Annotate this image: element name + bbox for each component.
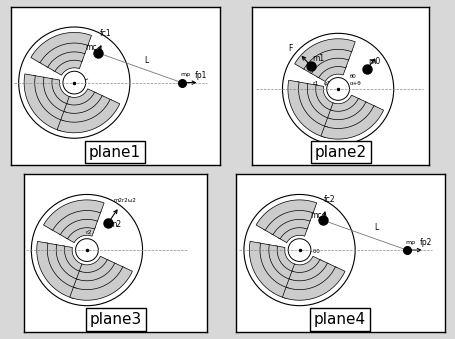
Text: m2r2ω2: m2r2ω2 [113,198,136,203]
Polygon shape [313,85,334,113]
Polygon shape [62,246,83,274]
Polygon shape [60,96,111,124]
Text: r2: r2 [86,230,92,235]
Text: plane4: plane4 [313,312,365,327]
Text: r1: r1 [312,81,318,86]
Polygon shape [285,263,336,292]
Circle shape [282,33,393,144]
Text: fp1: fp1 [194,71,206,80]
Text: R: R [65,74,69,79]
Polygon shape [320,106,383,139]
Polygon shape [296,82,329,129]
Polygon shape [282,267,344,300]
Polygon shape [249,241,288,299]
Polygon shape [310,57,348,78]
Text: m0: m0 [368,57,380,65]
Polygon shape [274,246,295,274]
Polygon shape [38,41,88,67]
Polygon shape [70,267,132,300]
Polygon shape [323,102,375,130]
Text: θ: θ [81,82,84,87]
Polygon shape [316,64,346,82]
Polygon shape [256,200,316,230]
Polygon shape [55,244,81,281]
Polygon shape [24,74,64,131]
Polygon shape [271,218,310,239]
Polygon shape [287,80,327,137]
Text: φ1+θ: φ1+θ [324,81,339,86]
Polygon shape [263,209,313,235]
Text: fp2: fp2 [419,238,431,247]
Circle shape [31,195,142,306]
Text: mc: mc [85,43,96,52]
Circle shape [288,239,310,261]
Text: fc2: fc2 [324,196,335,204]
Polygon shape [291,256,321,275]
Polygon shape [63,92,103,115]
Polygon shape [326,98,366,121]
Circle shape [76,239,98,261]
Polygon shape [66,226,95,243]
Polygon shape [57,99,120,133]
Text: θ+θ0: θ+θ0 [305,249,320,254]
Text: plane3: plane3 [90,312,142,327]
Text: θ0: θ0 [349,74,355,79]
Polygon shape [43,200,104,230]
Polygon shape [305,83,332,120]
Text: plane2: plane2 [314,145,366,160]
Polygon shape [294,39,354,69]
Polygon shape [66,89,96,107]
Text: L: L [373,223,377,232]
Text: fc1: fc1 [100,29,111,38]
Text: mp: mp [180,72,190,77]
Polygon shape [50,78,71,106]
Circle shape [243,195,354,306]
Polygon shape [329,95,359,113]
Text: mc: mc [309,211,321,220]
Polygon shape [37,241,76,299]
Text: m1: m1 [312,54,324,63]
Polygon shape [51,209,101,235]
Polygon shape [53,58,82,75]
Polygon shape [267,244,293,281]
Polygon shape [78,256,109,275]
Circle shape [326,78,349,100]
Text: α+θ: α+θ [349,80,360,85]
Text: R: R [290,241,294,246]
Polygon shape [302,47,351,74]
Polygon shape [42,77,68,114]
Text: L: L [144,56,149,65]
Circle shape [63,71,86,94]
Polygon shape [76,260,116,282]
Polygon shape [59,218,98,239]
Text: F: F [288,44,292,53]
Text: φ2+θ: φ2+θ [81,241,96,246]
Polygon shape [73,263,124,292]
Polygon shape [46,243,79,290]
Polygon shape [31,33,91,63]
Polygon shape [33,76,66,122]
Polygon shape [258,243,291,290]
Polygon shape [288,260,328,282]
Text: m2: m2 [109,220,121,229]
Polygon shape [278,226,307,243]
Polygon shape [46,51,85,72]
Text: plane1: plane1 [88,145,141,160]
Text: mp: mp [405,240,415,245]
Circle shape [19,27,130,138]
